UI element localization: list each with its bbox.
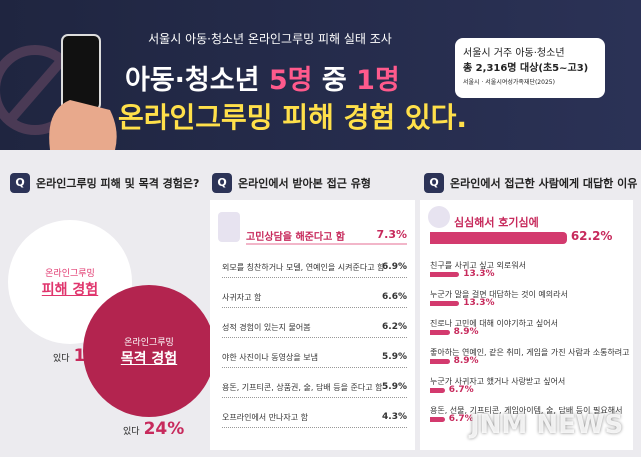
item-label: 외모를 칭찬하거나 모델, 연예인을 시켜준다고 함 xyxy=(222,263,385,272)
q-badge: Q xyxy=(212,173,232,193)
circle-small-text: 온라인그루밍 xyxy=(124,337,174,348)
item-label: 누군가 말을 걸면 대답하는 것이 예의라서 xyxy=(430,290,568,299)
item-value: 5.9% xyxy=(382,382,407,392)
bar xyxy=(430,417,445,422)
text: 온라인그루밍 피해 및 목격 경험은? xyxy=(36,177,200,190)
q-badge: Q xyxy=(10,173,30,193)
bar xyxy=(430,330,450,335)
divider xyxy=(222,397,407,398)
item-label: 야한 사진이나 동영상을 보냄 xyxy=(222,353,318,362)
item-value: 8.9% xyxy=(453,356,479,366)
text: 온라인에서 접근한 사람에게 대답한 이유 xyxy=(450,177,638,190)
item-value: 6.7% xyxy=(448,385,474,395)
bar xyxy=(430,232,567,244)
divider xyxy=(222,307,407,308)
header: 서울시 아동·청소년 온라인그루밍 피해 실태 조사 아동·청소년 5명 중 1… xyxy=(0,0,641,150)
item-value: 6.9% xyxy=(382,262,407,272)
divider xyxy=(222,427,407,428)
divider xyxy=(222,277,407,278)
divider xyxy=(222,367,407,368)
panel: 심심해서 호기심에 62.2% 친구를 사귀고 싶고 외로워서 13.3% 누군가 말을… xyxy=(420,200,633,450)
stat: 있다 24% xyxy=(123,419,184,439)
question-heading: Q 온라인에서 접근한 사람에게 대답한 이유 xyxy=(424,170,637,196)
bar xyxy=(430,388,445,393)
item-label: 성적 경험이 있는지 물어봄 xyxy=(222,323,311,332)
phone-illustration xyxy=(0,34,117,150)
text: 서울시 거주 아동·청소년 xyxy=(463,48,565,59)
bar xyxy=(430,359,450,364)
item-value: 8.9% xyxy=(453,327,479,337)
item-value: 6.7% xyxy=(448,414,474,424)
item-label: 친구를 사귀고 싶고 외로워서 xyxy=(430,261,526,270)
question-heading: Q 온라인에서 받아본 접근 유형 xyxy=(212,170,371,196)
item-label: 누군가 사귀자고 했거나 사랑받고 싶어서 xyxy=(430,377,566,386)
item-value: 5.9% xyxy=(382,352,407,362)
question-heading: Q 온라인그루밍 피해 및 목격 경험은? xyxy=(10,170,199,196)
item-value: 13.3% xyxy=(463,298,495,308)
divider xyxy=(222,337,407,338)
circle-big-text: 목격 경험 xyxy=(120,350,178,367)
item-label: 진로나 고민에 대해 이야기하고 싶어서 xyxy=(430,319,558,328)
chat-icon xyxy=(218,212,240,242)
face-icon xyxy=(428,206,450,228)
item-value: 6.6% xyxy=(382,292,407,302)
underline xyxy=(246,243,407,245)
item-value: 13.3% xyxy=(463,269,495,279)
text: 온라인에서 받아본 접근 유형 xyxy=(238,177,371,190)
panel: 고민상담을 해준다고 함 7.3% 외모를 칭찬하거나 모델, 연예인을 시켜준다고… xyxy=(210,200,415,450)
text: 5명 xyxy=(268,65,313,96)
bar xyxy=(430,301,460,306)
item-label: 고민상담을 해준다고 함 xyxy=(246,232,345,243)
q-badge: Q xyxy=(424,173,444,193)
stat-value: 24% xyxy=(143,419,185,439)
circle-big-text: 피해 경험 xyxy=(41,281,99,298)
text: 중 xyxy=(312,65,357,96)
item-label: 사귀자고 함 xyxy=(222,293,262,302)
stat-prefix: 있다 xyxy=(123,427,140,437)
text: 총 2,316명 대상(초5~고3) xyxy=(463,63,589,74)
headline-1: 아동·청소년 5명 중 1명 xyxy=(125,58,400,97)
item-label: 용돈, 기프티콘, 상품권, 술, 담배 등을 준다고 함 xyxy=(222,383,383,392)
item-value: 4.3% xyxy=(382,412,407,422)
text: 서울시 · 서울시여성가족재단(2025) xyxy=(463,79,555,86)
subtitle: 서울시 아동·청소년 온라인그루밍 피해 실태 조사 xyxy=(148,32,392,46)
bar xyxy=(430,272,460,277)
item-label: 용돈, 선물, 기프티콘, 게임아이템, 술, 담배 등이 필요해서 xyxy=(430,406,623,415)
item-label: 오프라인에서 만나자고 함 xyxy=(222,413,309,422)
headline-2: 온라인그루밍 피해 경험 있다. xyxy=(118,101,468,134)
item-value: 7.3% xyxy=(376,228,407,241)
stat-prefix: 있다 xyxy=(53,354,70,364)
item-value: 62.2% xyxy=(570,229,613,243)
watermark: JNM NEWS xyxy=(470,410,624,440)
circle-small-text: 온라인그루밍 xyxy=(45,268,95,279)
item-label: 심심해서 호기심에 xyxy=(454,216,539,229)
item-value: 6.2% xyxy=(382,322,407,332)
item-label: 좋아하는 연예인, 같은 취미, 게임을 가진 사람과 소통하려고 xyxy=(430,348,630,357)
text: 아동·청소년 xyxy=(125,65,269,96)
text: 1명 xyxy=(356,65,400,96)
info-box: 서울시 거주 아동·청소년 총 2,316명 대상(초5~고3) 서울시 · 서… xyxy=(455,38,605,98)
